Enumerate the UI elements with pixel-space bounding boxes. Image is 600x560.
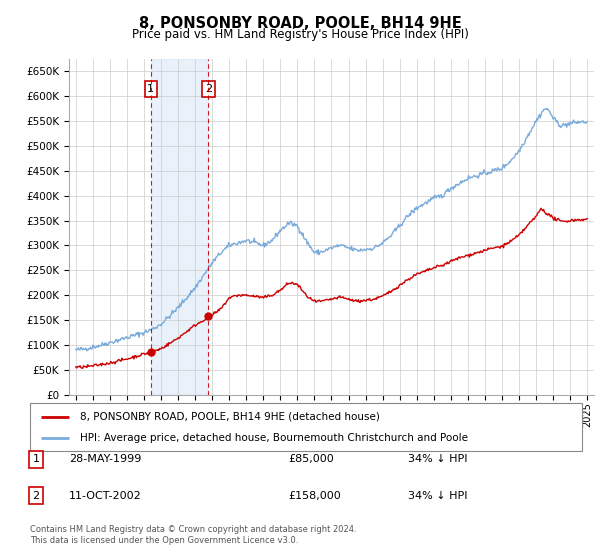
- Text: This data is licensed under the Open Government Licence v3.0.: This data is licensed under the Open Gov…: [30, 536, 298, 545]
- Text: 11-OCT-2002: 11-OCT-2002: [69, 491, 142, 501]
- Text: 8, PONSONBY ROAD, POOLE, BH14 9HE: 8, PONSONBY ROAD, POOLE, BH14 9HE: [139, 16, 461, 31]
- Text: 2: 2: [205, 84, 212, 94]
- Text: Price paid vs. HM Land Registry's House Price Index (HPI): Price paid vs. HM Land Registry's House …: [131, 28, 469, 41]
- Text: 8, PONSONBY ROAD, POOLE, BH14 9HE (detached house): 8, PONSONBY ROAD, POOLE, BH14 9HE (detac…: [80, 412, 380, 422]
- Text: 28-MAY-1999: 28-MAY-1999: [69, 454, 142, 464]
- Text: HPI: Average price, detached house, Bournemouth Christchurch and Poole: HPI: Average price, detached house, Bour…: [80, 433, 467, 443]
- Text: 34% ↓ HPI: 34% ↓ HPI: [408, 454, 467, 464]
- Text: Contains HM Land Registry data © Crown copyright and database right 2024.: Contains HM Land Registry data © Crown c…: [30, 525, 356, 534]
- Text: £85,000: £85,000: [288, 454, 334, 464]
- FancyBboxPatch shape: [30, 403, 582, 451]
- Text: 2: 2: [32, 491, 40, 501]
- Text: 1: 1: [32, 454, 40, 464]
- Text: £158,000: £158,000: [288, 491, 341, 501]
- Text: 1: 1: [148, 84, 154, 94]
- Text: 34% ↓ HPI: 34% ↓ HPI: [408, 491, 467, 501]
- Bar: [151, 59, 208, 395]
